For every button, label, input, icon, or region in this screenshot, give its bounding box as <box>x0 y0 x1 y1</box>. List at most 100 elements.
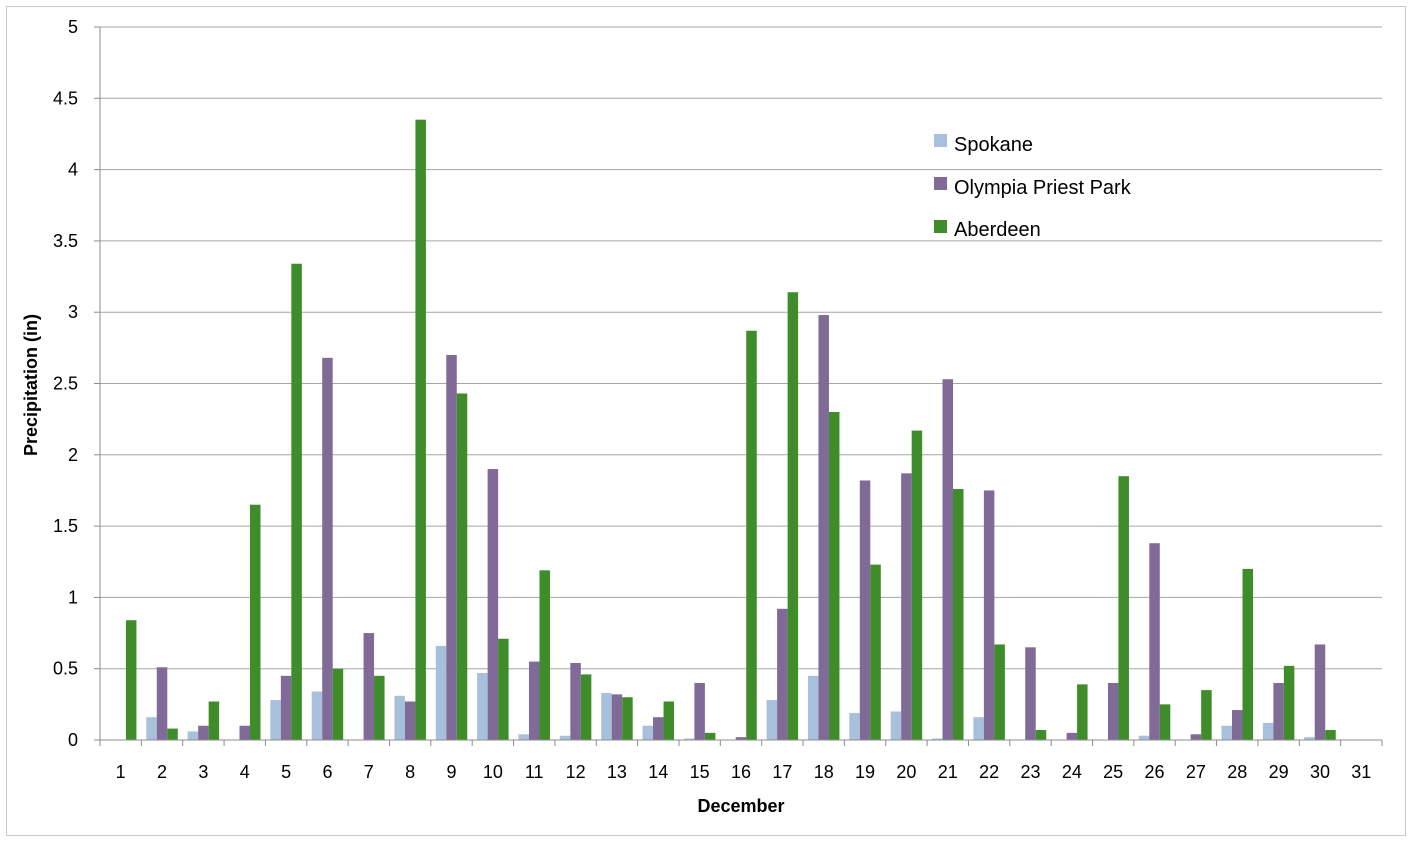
bar-olympia-priest-park-day-30 <box>1314 644 1326 740</box>
bar-aberdeen-day-1 <box>125 620 137 740</box>
gridlines <box>100 26 1382 670</box>
bar-aberdeen-day-10 <box>498 638 509 740</box>
bar-olympia-priest-park-day-29 <box>1273 682 1284 740</box>
x-tick-label: 9 <box>447 762 457 782</box>
x-tick-label: 14 <box>648 762 668 782</box>
bar-spokane-day-29 <box>1262 722 1274 740</box>
bar-aberdeen-day-15 <box>704 732 716 740</box>
bar-olympia-priest-park-day-13 <box>611 694 623 740</box>
bar-olympia-priest-park-day-2 <box>156 667 168 740</box>
bar-olympia-priest-park-day-28 <box>1232 710 1243 740</box>
bar-olympia-priest-park-day-16 <box>735 737 747 740</box>
bar-olympia-priest-park-day-11 <box>528 661 540 740</box>
bar-aberdeen-day-11 <box>539 570 550 740</box>
y-tick-label: 0 <box>68 730 78 750</box>
bar-aberdeen-day-23 <box>1035 730 1047 740</box>
bar-olympia-priest-park-day-3 <box>198 725 209 740</box>
x-tick-label: 23 <box>1020 762 1040 782</box>
bar-aberdeen-day-27 <box>1201 690 1212 740</box>
bar-spokane-day-9 <box>435 645 447 740</box>
x-tick-label: 21 <box>938 762 958 782</box>
tick-labels: 00.511.522.533.544.551 2 3 4 5 6 7 8 9 10 11 12 13 14… <box>53 17 1371 782</box>
x-tick-label: 16 <box>731 762 751 782</box>
y-tick-label: 3 <box>68 302 78 322</box>
legend-swatch-aberdeen <box>934 220 947 233</box>
legend-swatch-olympia-priest-park <box>934 177 947 190</box>
bar-aberdeen-day-9 <box>456 393 468 740</box>
bar-olympia-priest-park-day-27 <box>1190 734 1202 740</box>
bar-olympia-priest-park-day-19 <box>859 480 871 740</box>
x-tick-label: 30 <box>1310 762 1330 782</box>
x-tick-label: 22 <box>979 762 999 782</box>
y-tick-label: 2 <box>68 445 78 465</box>
x-tick-label: 2 <box>157 762 167 782</box>
x-tick-label: 15 <box>690 762 710 782</box>
x-axis-title: December <box>697 796 784 816</box>
bar-olympia-priest-park-day-24 <box>1066 732 1078 740</box>
bar-aberdeen-day-28 <box>1242 568 1254 740</box>
legend-label-aberdeen: Aberdeen <box>954 219 1041 241</box>
x-tick-label: 18 <box>814 762 834 782</box>
bar-olympia-priest-park-day-21 <box>942 379 954 740</box>
bar-olympia-priest-park-day-10 <box>487 469 499 740</box>
bar-aberdeen-day-14 <box>663 701 675 740</box>
bar-olympia-priest-park-day-17 <box>777 608 788 740</box>
bar-olympia-priest-park-day-14 <box>653 717 664 740</box>
bar-aberdeen-day-5 <box>291 263 302 740</box>
bar-spokane-day-8 <box>394 695 405 740</box>
x-tick-label: 7 <box>364 762 374 782</box>
bar-olympia-priest-park-day-7 <box>363 633 375 740</box>
bar-spokane-day-30 <box>1304 737 1315 740</box>
bar-olympia-priest-park-day-4 <box>239 725 250 740</box>
x-tick-label: 5 <box>281 762 291 782</box>
y-tick-label: 1.5 <box>53 516 78 536</box>
bar-aberdeen-day-18 <box>828 412 840 740</box>
bar-spokane-day-19 <box>849 712 860 740</box>
x-tick-label: 19 <box>855 762 875 782</box>
bar-aberdeen-day-6 <box>332 668 344 740</box>
bar-spokane-day-18 <box>807 675 819 740</box>
bar-aberdeen-day-2 <box>167 728 178 740</box>
bar-spokane-day-5 <box>270 700 281 740</box>
x-tick-label: 26 <box>1145 762 1165 782</box>
x-tick-label: 13 <box>607 762 627 782</box>
y-tick-label: 4.5 <box>53 88 78 108</box>
bar-aberdeen-day-25 <box>1118 476 1129 740</box>
bar-olympia-priest-park-day-15 <box>694 682 705 740</box>
bar-aberdeen-day-24 <box>1077 684 1088 740</box>
bar-spokane-day-14 <box>642 725 654 740</box>
x-tick-label: 28 <box>1227 762 1247 782</box>
bar-aberdeen-day-12 <box>580 674 592 740</box>
bar-olympia-priest-park-day-25 <box>1107 682 1119 740</box>
bar-spokane-day-21 <box>932 738 943 740</box>
y-tick-label: 0.5 <box>53 659 78 679</box>
bar-olympia-priest-park-day-6 <box>322 357 333 740</box>
chart-frame <box>6 6 1406 836</box>
bar-spokane-day-28 <box>1221 725 1233 740</box>
x-tick-label: 17 <box>772 762 792 782</box>
bar-olympia-priest-park-day-18 <box>818 315 829 740</box>
bar-spokane-day-12 <box>559 735 571 740</box>
y-tick-label: 5 <box>68 17 78 37</box>
y-tick-label: 2.5 <box>53 374 78 394</box>
bar-olympia-priest-park-day-23 <box>1025 647 1036 740</box>
bar-aberdeen-day-22 <box>994 644 1005 740</box>
legend-label-olympia-priest-park: Olympia Priest Park <box>954 177 1132 199</box>
x-tick-label: 6 <box>322 762 332 782</box>
x-tick-label: 3 <box>198 762 208 782</box>
bar-spokane-day-11 <box>518 734 529 740</box>
bar-aberdeen-day-7 <box>374 675 385 740</box>
y-tick-label: 1 <box>68 587 78 607</box>
x-tick-label: 12 <box>566 762 586 782</box>
bar-aberdeen-day-13 <box>622 697 633 740</box>
x-tick-label: 29 <box>1269 762 1289 782</box>
y-axis-title: Precipitation (in) <box>21 314 41 456</box>
y-tick-label: 3.5 <box>53 231 78 251</box>
bar-olympia-priest-park-day-20 <box>901 473 912 740</box>
legend-swatch-spokane <box>934 134 947 147</box>
bar-aberdeen-day-16 <box>746 330 757 740</box>
bar-aberdeen-day-30 <box>1325 730 1336 740</box>
legend: Spokane Olympia Priest Park Aberdeen <box>934 134 1132 241</box>
x-tick-label: 11 <box>525 762 544 782</box>
bar-olympia-priest-park-day-8 <box>404 701 416 740</box>
